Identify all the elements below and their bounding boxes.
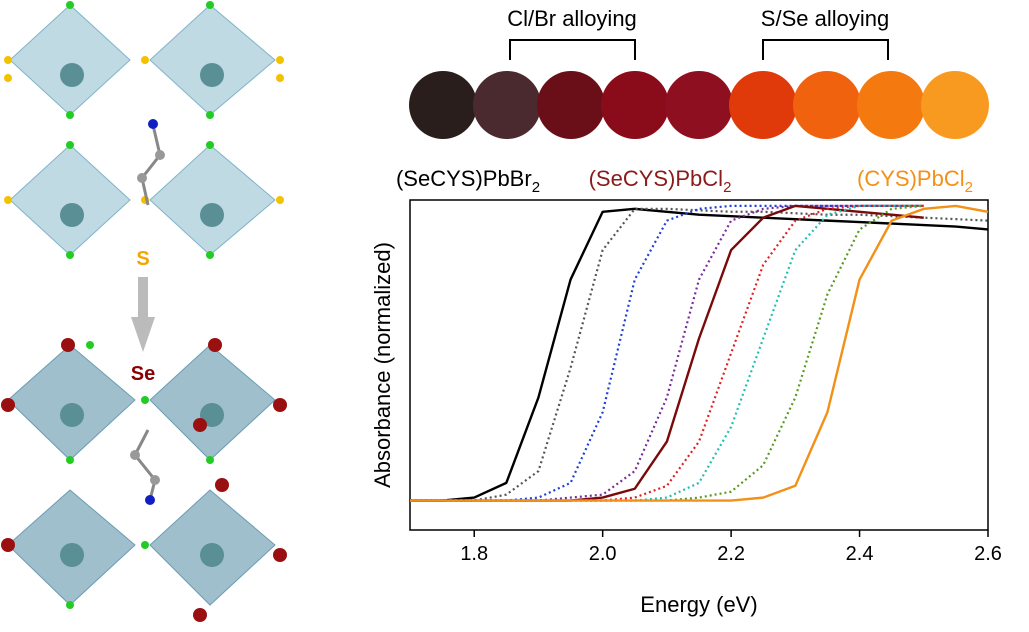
label-subscript: 2 (532, 179, 540, 196)
absorbance-line (410, 204, 924, 502)
bracket-label: Cl/Br alloying (507, 6, 637, 31)
x-tick-label: 2.2 (717, 543, 745, 565)
compound-label: (CYS)PbCl2 (857, 166, 973, 196)
label-text: (SeCYS)PbBr (396, 166, 532, 191)
absorbance-line (410, 204, 924, 502)
absorbance-line (410, 204, 924, 502)
absorbance-line (410, 207, 989, 502)
x-tick-label: 1.8 (460, 543, 488, 565)
label-subscript: 2 (723, 179, 731, 196)
swatches: Cl/Br alloying S/Se alloying (SeCYS)PbBr… (396, 6, 989, 196)
y-axis-label: Absorbance (normalized) (370, 242, 395, 488)
atom-label: S (136, 248, 149, 270)
bracket-label: S/Se alloying (761, 6, 889, 31)
crystal-illustration: S Se (1, 1, 287, 622)
compound-label: (SeCYS)PbBr2 (396, 166, 540, 196)
label-text: (SeCYS)PbCl (589, 166, 723, 191)
label-subscript: 2 (965, 179, 973, 196)
absorbance-line (410, 204, 924, 502)
compound-label: (SeCYS)PbCl2 (589, 166, 732, 196)
absorbance-line (410, 204, 989, 502)
absorbance-line (410, 207, 989, 502)
x-tick-label: 2.0 (589, 543, 617, 565)
x-tick-label: 2.4 (846, 543, 874, 565)
label-text: (CYS)PbCl (857, 166, 965, 191)
plot-frame (409, 199, 989, 531)
absorbance-line (410, 204, 924, 502)
absorbance-line (410, 204, 924, 502)
x-tick-label: 2.6 (974, 543, 1002, 565)
x-axis-label: Energy (eV) (640, 592, 757, 617)
atom-label: Se (131, 363, 155, 385)
